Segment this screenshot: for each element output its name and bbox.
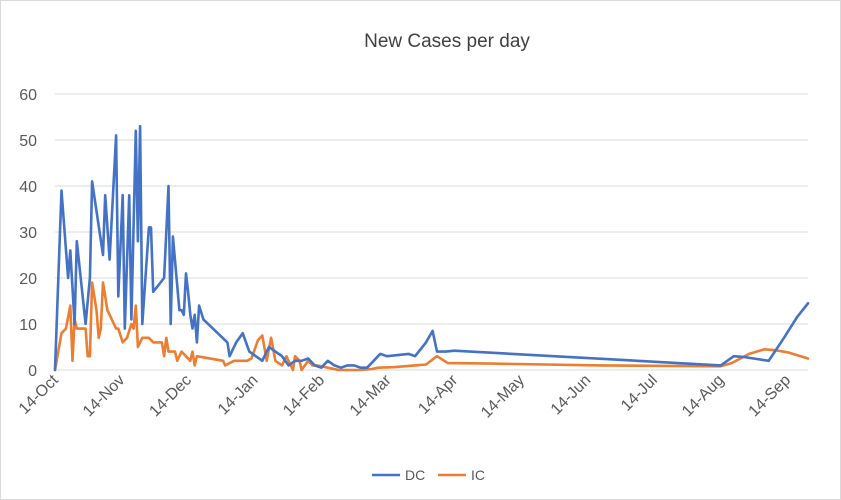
x-tick-label: 14-Dec	[146, 372, 194, 420]
x-tick-label: 14-May	[478, 372, 528, 422]
x-tick-label: 14-Oct	[16, 371, 62, 417]
legend: DC IC	[372, 467, 485, 483]
series-lines	[53, 124, 810, 372]
legend-label-dc: DC	[405, 467, 425, 483]
y-axis-ticks: 0 10 20 30 40 50 60	[19, 87, 37, 380]
x-axis-ticks: 14-Oct 14-Nov 14-Dec 14-Jan 14-Feb 14-Mar 14-A…	[16, 371, 794, 421]
y-tick-label: 20	[19, 271, 37, 288]
x-tick-label: 14-Jun	[548, 372, 595, 419]
y-tick-label: 10	[19, 317, 37, 334]
x-tick-label: 14-Mar	[347, 371, 395, 419]
grid-lines	[55, 93, 808, 371]
legend-label-ic: IC	[471, 467, 485, 483]
y-tick-label: 60	[19, 87, 37, 104]
y-tick-label: 40	[19, 179, 37, 196]
x-tick-label: 14-Feb	[280, 372, 328, 420]
series-line-ic	[53, 281, 810, 372]
x-tick-label: 14-Aug	[679, 372, 728, 421]
x-tick-label: 14-Sep	[746, 372, 795, 421]
chart-title: New Cases per day	[364, 31, 530, 52]
x-tick-label: 14-Apr	[415, 371, 461, 417]
x-tick-label: 14-Jul	[618, 372, 661, 415]
series-line-dc	[53, 124, 810, 372]
x-tick-label: 14-Nov	[80, 372, 128, 420]
x-tick-label: 14-Jan	[215, 372, 262, 419]
y-tick-label: 30	[19, 225, 37, 242]
y-tick-label: 0	[28, 363, 37, 380]
y-tick-label: 50	[19, 133, 37, 150]
